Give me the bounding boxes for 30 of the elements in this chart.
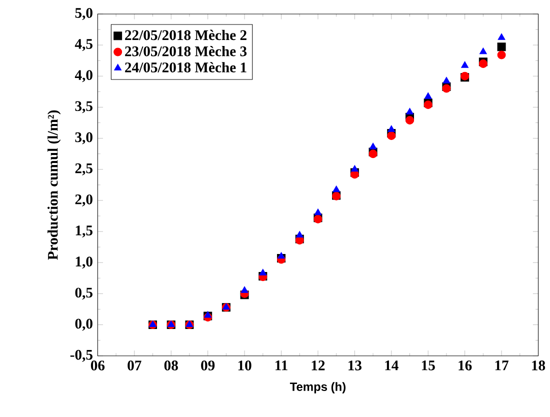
x-tick-label: 10 <box>238 360 252 371</box>
y-tick-label: 3,5 <box>75 101 92 114</box>
y-tick-label: -0,5 <box>70 350 92 362</box>
x-tick-label: 14 <box>385 360 398 370</box>
x-tick-label: 06 <box>90 360 105 371</box>
y-tick-label: 1,5 <box>76 226 92 238</box>
legend-label: 22/05/2018 Mèche 2 <box>125 30 246 40</box>
y-tick-label: 2,0 <box>75 194 92 207</box>
y-tick-label: 2,5 <box>75 164 92 176</box>
x-tick-label: 17 <box>495 360 508 370</box>
x-tick-label: 18 <box>532 360 546 371</box>
x-tick-label: 16 <box>458 360 472 371</box>
y-tick-label: 4,0 <box>74 70 92 82</box>
x-axis-title: Temps (h) <box>290 382 346 394</box>
x-tick-label: 12 <box>312 360 325 370</box>
x-tick-label: 08 <box>164 360 178 371</box>
x-tick-label: 13 <box>348 360 362 371</box>
x-tick-label: 09 <box>201 360 215 371</box>
y-axis-title: Production cumul (l/m²) <box>47 110 61 260</box>
x-tick-label: 07 <box>128 360 142 371</box>
y-tick-label: 1,0 <box>76 256 92 269</box>
legend-label: 24/05/2018 Mèche 1 <box>125 62 246 73</box>
y-tick-label: 0,0 <box>75 318 92 331</box>
y-tick-label: 3,0 <box>75 132 92 144</box>
x-tick-label: 11 <box>276 360 288 370</box>
legend-label: 23/05/2018 Mèche 3 <box>125 46 247 56</box>
y-tick-label: 0,5 <box>75 288 92 300</box>
y-tick-label: 4,5 <box>74 39 92 52</box>
y-tick-label: 5,0 <box>75 8 92 20</box>
x-tick-label: 15 <box>422 360 435 371</box>
